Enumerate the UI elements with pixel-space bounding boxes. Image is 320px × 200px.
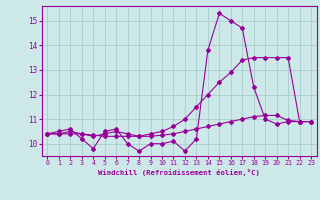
X-axis label: Windchill (Refroidissement éolien,°C): Windchill (Refroidissement éolien,°C) (98, 169, 260, 176)
